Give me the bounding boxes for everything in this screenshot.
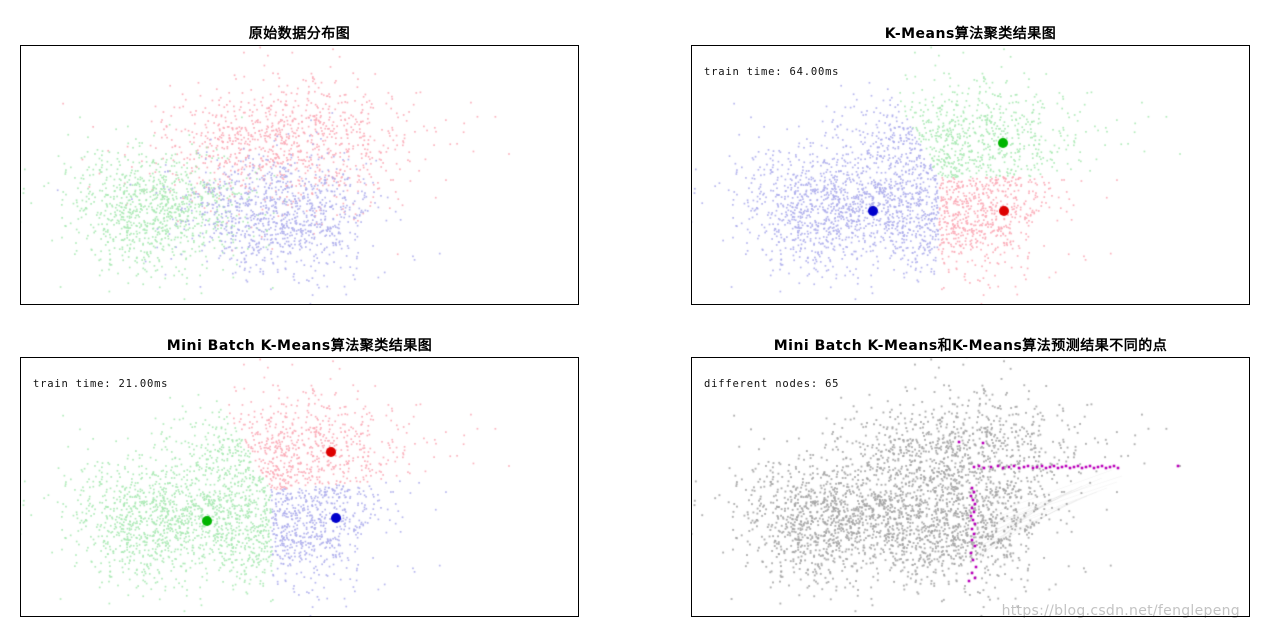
panel-kmeans: K-Means算法聚类结果图 train time: 64.00ms: [691, 23, 1250, 305]
panel-title-diff: Mini Batch K-Means和K-Means算法预测结果不同的点: [773, 338, 1168, 354]
scatter-canvas-original: [21, 46, 578, 304]
plot-area-diff: different nodes: 65: [691, 357, 1250, 617]
panel-title-original: 原始数据分布图: [248, 26, 351, 42]
panel-minibatch: Mini Batch K-Means算法聚类结果图 train time: 21…: [20, 335, 579, 617]
plot-area-original: [20, 45, 579, 305]
diff-count-label: different nodes: 65: [704, 378, 840, 390]
train-time-label-minibatch: train time: 21.00ms: [33, 378, 169, 390]
scatter-canvas-minibatch: [21, 358, 578, 616]
panel-original: 原始数据分布图: [20, 23, 579, 305]
panel-title-kmeans: K-Means算法聚类结果图: [884, 26, 1057, 42]
scatter-canvas-diff: [692, 358, 1249, 616]
panel-title-minibatch: Mini Batch K-Means算法聚类结果图: [166, 338, 433, 354]
plot-area-kmeans: train time: 64.00ms: [691, 45, 1250, 305]
plot-area-minibatch: train time: 21.00ms: [20, 357, 579, 617]
train-time-label-kmeans: train time: 64.00ms: [704, 66, 840, 78]
panel-diff: Mini Batch K-Means和K-Means算法预测结果不同的点 dif…: [691, 335, 1250, 617]
scatter-canvas-kmeans: [692, 46, 1249, 304]
